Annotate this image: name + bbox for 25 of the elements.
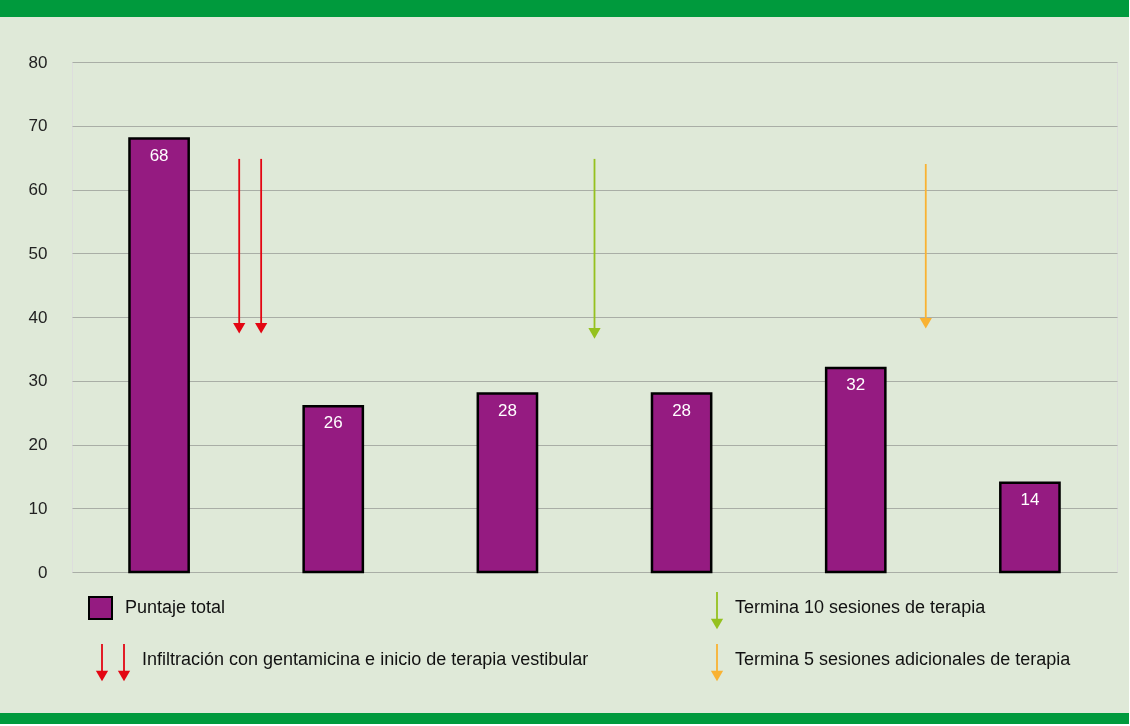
bar <box>476 392 539 574</box>
bar <box>999 481 1061 574</box>
y-tick-label: 80 <box>28 52 48 72</box>
legend-label: Puntaje total <box>125 597 226 617</box>
bar <box>128 137 190 574</box>
y-tick-label: 30 <box>28 371 48 391</box>
data-label: 32 <box>846 375 866 394</box>
y-tick-label: 50 <box>28 243 48 263</box>
data-label: 28 <box>497 400 517 420</box>
bar <box>302 405 365 574</box>
y-tick-label: 60 <box>28 180 48 199</box>
text: Infiltración con gentamicina e inicio de terapia vestibular <box>142 649 589 669</box>
y-tick-label: 20 <box>28 435 48 454</box>
text: Termina 10 sesiones de terapia <box>735 597 987 617</box>
data-label: 14 <box>1020 489 1040 509</box>
bar <box>824 366 887 574</box>
bar <box>650 392 713 574</box>
data-label: 26 <box>323 413 343 433</box>
y-tick-label: 40 <box>28 307 48 327</box>
y-tick-label: 70 <box>28 116 48 136</box>
text: Termina 5 sesiones adicionales de terapia <box>735 649 1072 669</box>
y-tick-label: 10 <box>28 498 48 518</box>
y-tick-label: 0 <box>38 562 48 582</box>
data-label: 68 <box>149 145 169 165</box>
data-label: 28 <box>672 400 692 420</box>
